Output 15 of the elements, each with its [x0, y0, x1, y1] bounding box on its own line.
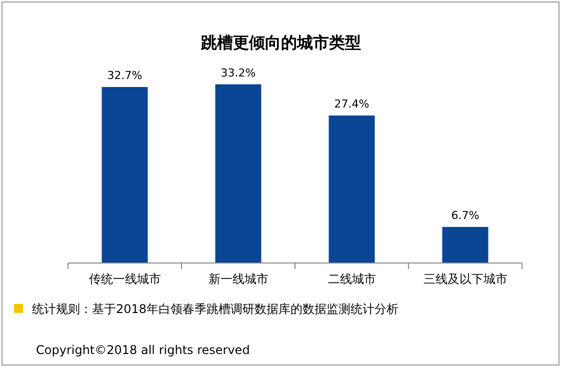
bar	[215, 84, 262, 263]
data-label: 27.4%	[334, 98, 370, 111]
x-tick-label: 二线城市	[328, 272, 376, 286]
chart-title: 跳槽更倾向的城市类型	[200, 33, 361, 52]
x-tick-label: 新一线城市	[208, 272, 268, 286]
data-label: 33.2%	[220, 66, 256, 80]
bar	[328, 116, 375, 263]
x-tick-label: 三线及以下城市	[423, 272, 508, 286]
text: Copyright©2018 all rights reserved	[36, 343, 250, 357]
data-label: 32.7%	[107, 68, 142, 82]
bar	[102, 86, 148, 263]
bar	[442, 226, 488, 263]
x-tick-label: 传统一线城市	[88, 272, 161, 286]
text: 统计规则：基于2018年白领春季跳槽调研数据库的数据监测统计分析	[32, 302, 399, 316]
data-label: 6.7%	[451, 208, 480, 222]
